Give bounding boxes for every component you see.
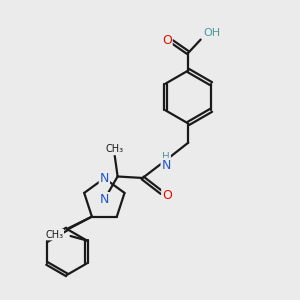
Text: O: O <box>162 34 172 47</box>
Text: N: N <box>100 172 109 185</box>
Text: N: N <box>161 159 171 172</box>
Text: O: O <box>162 189 172 202</box>
Text: H: H <box>162 152 170 162</box>
Text: OH: OH <box>203 28 220 38</box>
Text: N: N <box>100 193 109 206</box>
Text: CH₃: CH₃ <box>106 144 124 154</box>
Text: CH₃: CH₃ <box>45 230 63 240</box>
